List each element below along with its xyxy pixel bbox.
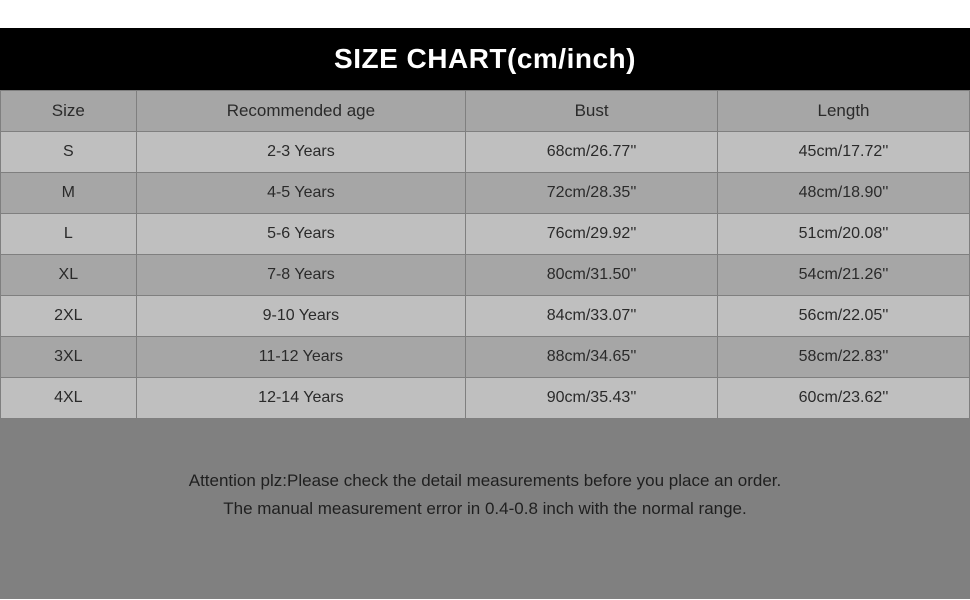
col-header-age: Recommended age: [136, 91, 465, 132]
cell-age: 4-5 Years: [136, 173, 465, 214]
cell-length: 56cm/22.05'': [718, 296, 970, 337]
cell-age: 9-10 Years: [136, 296, 465, 337]
cell-size: L: [1, 214, 137, 255]
table-row: M 4-5 Years 72cm/28.35'' 48cm/18.90'': [1, 173, 970, 214]
cell-length: 45cm/17.72'': [718, 132, 970, 173]
cell-length: 51cm/20.08'': [718, 214, 970, 255]
chart-title: SIZE CHART(cm/inch): [0, 28, 970, 90]
cell-age: 5-6 Years: [136, 214, 465, 255]
col-header-bust: Bust: [466, 91, 718, 132]
table-row: 4XL 12-14 Years 90cm/35.43'' 60cm/23.62'…: [1, 378, 970, 419]
cell-age: 2-3 Years: [136, 132, 465, 173]
table-row: L 5-6 Years 76cm/29.92'' 51cm/20.08'': [1, 214, 970, 255]
cell-length: 54cm/21.26'': [718, 255, 970, 296]
footer-line-1: Attention plz:Please check the detail me…: [189, 467, 782, 495]
table-header-row: Size Recommended age Bust Length: [1, 91, 970, 132]
cell-size: XL: [1, 255, 137, 296]
cell-length: 58cm/22.83'': [718, 337, 970, 378]
size-table: Size Recommended age Bust Length S 2-3 Y…: [0, 90, 970, 419]
cell-bust: 88cm/34.65'': [466, 337, 718, 378]
cell-size: 3XL: [1, 337, 137, 378]
cell-length: 48cm/18.90'': [718, 173, 970, 214]
cell-age: 12-14 Years: [136, 378, 465, 419]
cell-age: 7-8 Years: [136, 255, 465, 296]
cell-age: 11-12 Years: [136, 337, 465, 378]
col-header-length: Length: [718, 91, 970, 132]
cell-bust: 80cm/31.50'': [466, 255, 718, 296]
cell-size: 4XL: [1, 378, 137, 419]
cell-size: M: [1, 173, 137, 214]
cell-bust: 90cm/35.43'': [466, 378, 718, 419]
table-row: XL 7-8 Years 80cm/31.50'' 54cm/21.26'': [1, 255, 970, 296]
cell-length: 60cm/23.62'': [718, 378, 970, 419]
cell-bust: 84cm/33.07'': [466, 296, 718, 337]
footer-note: Attention plz:Please check the detail me…: [0, 419, 970, 599]
cell-bust: 76cm/29.92'': [466, 214, 718, 255]
cell-size: S: [1, 132, 137, 173]
col-header-size: Size: [1, 91, 137, 132]
cell-bust: 72cm/28.35'': [466, 173, 718, 214]
table-row: S 2-3 Years 68cm/26.77'' 45cm/17.72'': [1, 132, 970, 173]
size-chart-container: SIZE CHART(cm/inch) Size Recommended age…: [0, 0, 970, 599]
footer-line-2: The manual measurement error in 0.4-0.8 …: [223, 495, 746, 523]
table-row: 2XL 9-10 Years 84cm/33.07'' 56cm/22.05'': [1, 296, 970, 337]
cell-size: 2XL: [1, 296, 137, 337]
table-row: 3XL 11-12 Years 88cm/34.65'' 58cm/22.83'…: [1, 337, 970, 378]
cell-bust: 68cm/26.77'': [466, 132, 718, 173]
